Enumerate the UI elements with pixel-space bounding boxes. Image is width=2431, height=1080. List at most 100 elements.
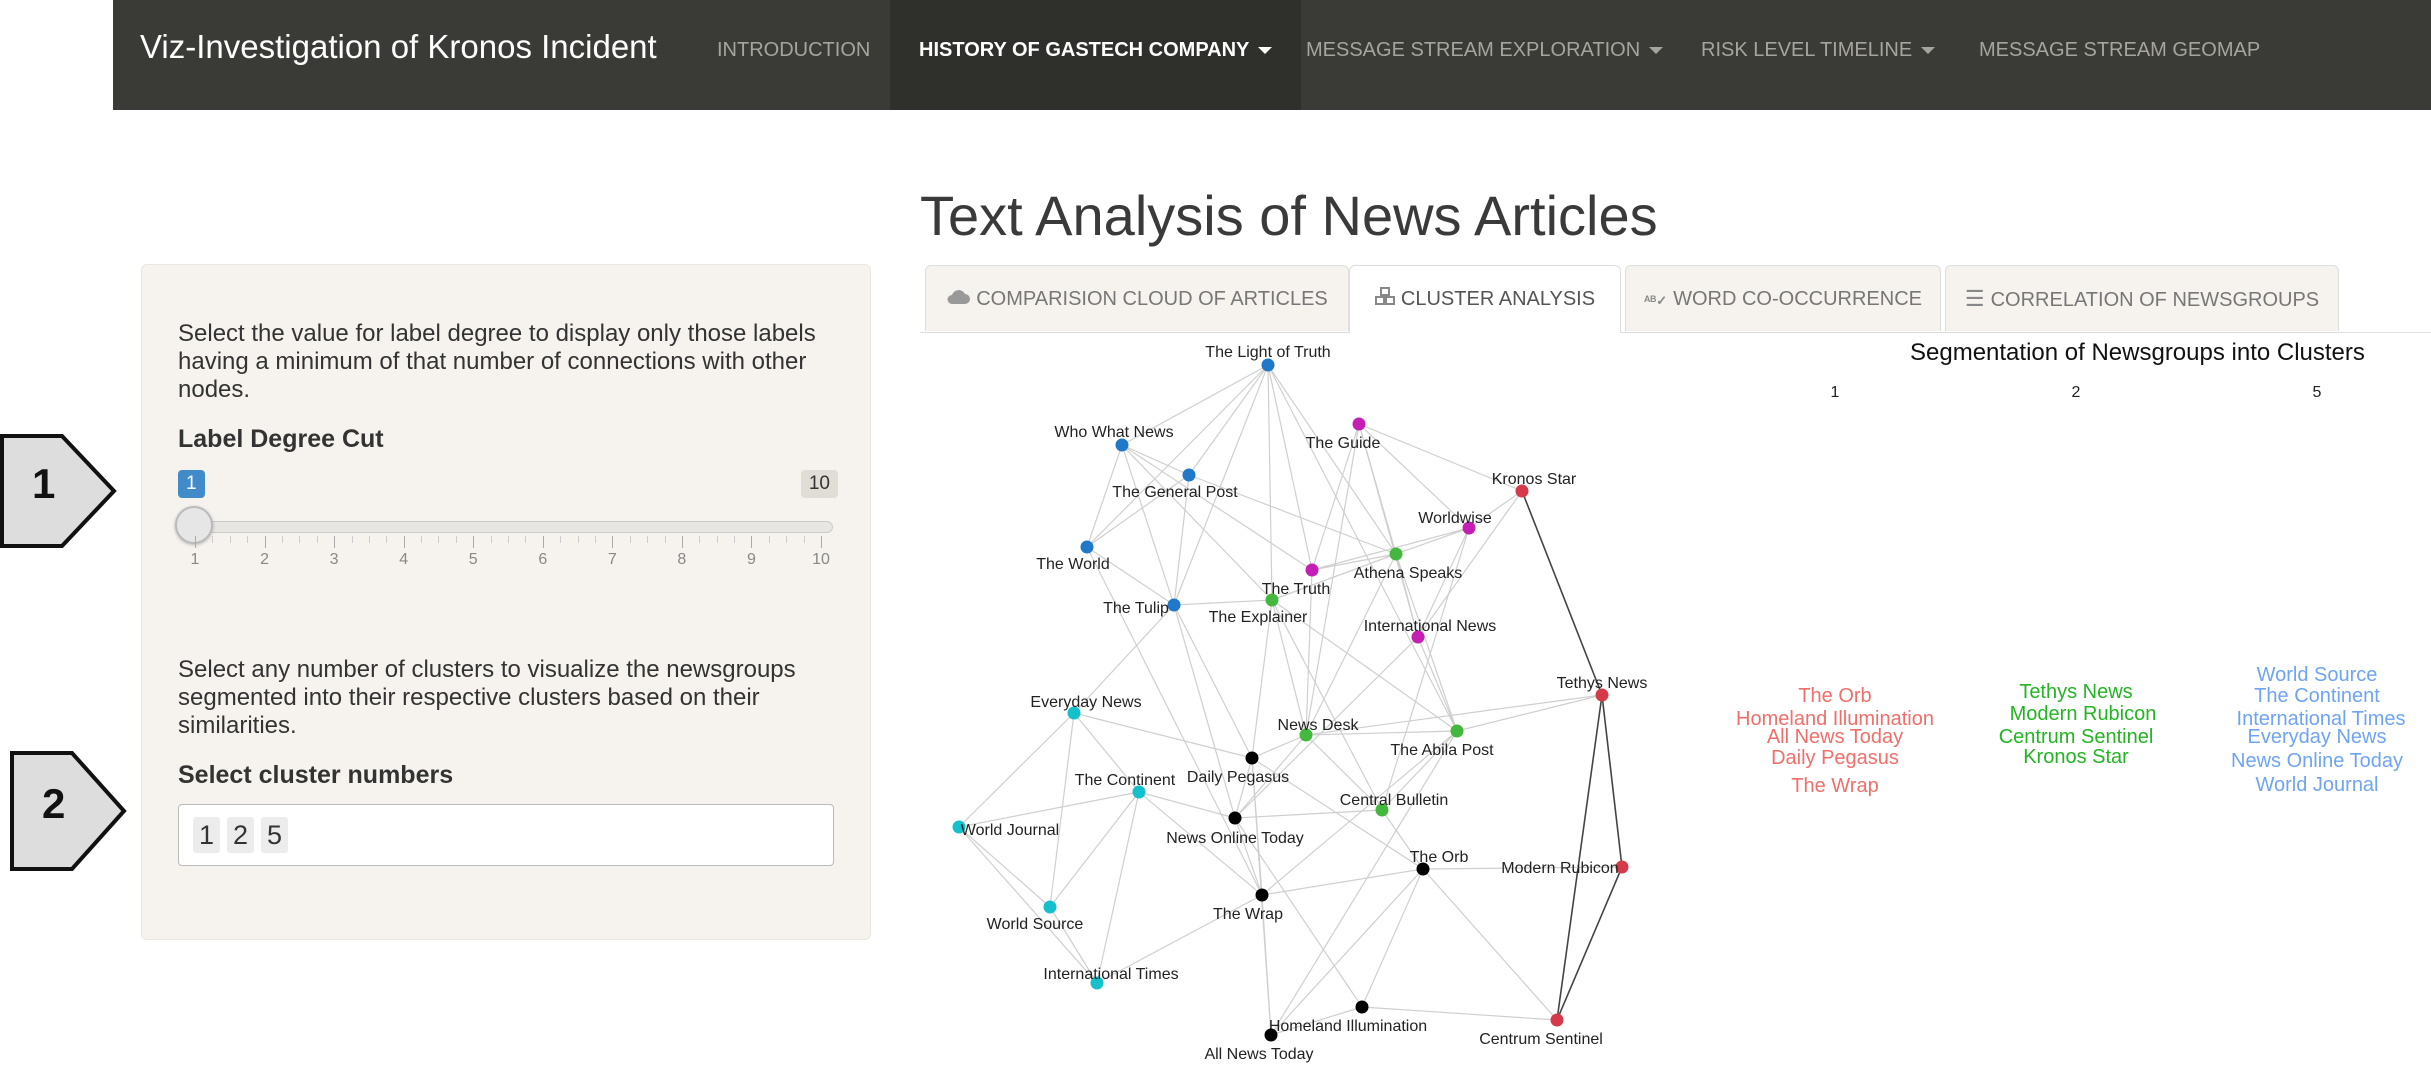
network-edge [1121, 444, 1190, 476]
network-node-dot[interactable] [1411, 630, 1425, 644]
network-node-dot[interactable] [1067, 706, 1081, 720]
network-node-dot[interactable] [1090, 976, 1104, 990]
nav-introduction[interactable]: INTRODUCTION [717, 0, 870, 110]
network-node[interactable]: Central Bulletin [1340, 792, 1449, 817]
network-node[interactable]: All News Today [1204, 1028, 1314, 1064]
network-node[interactable]: Tethys News [1557, 675, 1648, 702]
network-node[interactable]: Daily Pegasus [1187, 751, 1289, 787]
nav-label: MESSAGE STREAM GEOMAP [1979, 39, 2261, 61]
network-node[interactable]: The Tulip [1103, 598, 1181, 618]
network-node-label: International News [1364, 618, 1497, 635]
cluster-select-input[interactable]: 1 2 5 [178, 804, 834, 866]
network-node-dot[interactable] [1375, 803, 1389, 817]
network-node[interactable]: International News [1364, 618, 1497, 644]
slider-handle[interactable] [175, 506, 213, 544]
network-node[interactable]: The Orb [1410, 849, 1469, 876]
network-node[interactable]: Kronos Star [1492, 471, 1577, 498]
network-edge [1305, 730, 1458, 736]
network-node-dot[interactable] [1255, 888, 1269, 902]
slider-min-badge: 1 [178, 470, 205, 498]
network-node-label: Modern Rubicon [1501, 860, 1618, 877]
network-node-dot[interactable] [1355, 1000, 1369, 1014]
network-node[interactable]: Athena Speaks [1354, 547, 1463, 583]
network-node-dot[interactable] [952, 820, 966, 834]
cluster-network-graph[interactable]: The Light of Truth Who What News The Gener… [922, 335, 1692, 1070]
network-node-dot[interactable] [1265, 593, 1279, 607]
network-node[interactable]: The Light of Truth [1205, 344, 1331, 372]
slider-minor-tick [351, 536, 353, 543]
network-edge [1311, 553, 1397, 571]
network-edge [1234, 817, 1363, 1008]
network-edge [1417, 490, 1523, 638]
network-node-dot[interactable] [1299, 728, 1313, 742]
slider-minor-tick [281, 536, 283, 543]
network-node[interactable]: The General Post [1112, 468, 1238, 502]
network-node-dot[interactable] [1228, 811, 1242, 825]
network-node-label: News Desk [1278, 717, 1360, 734]
network-node-dot[interactable] [1450, 724, 1464, 738]
network-node-dot[interactable] [1245, 751, 1259, 765]
label-degree-slider[interactable]: 1 10 1 2 3 4 5 6 7 8 9 10 [175, 470, 838, 590]
network-edge [958, 712, 1075, 828]
tab-correlation-of-newsgroups[interactable]: ☰ CORRELATION OF NEWSGROUPS [1945, 265, 2339, 331]
network-node[interactable]: The Continent [1075, 772, 1176, 799]
network-node[interactable]: Homeland Illumination [1269, 1000, 1427, 1036]
network-node[interactable]: World Source [987, 900, 1084, 934]
slider-tick [473, 536, 475, 548]
network-node-dot[interactable] [1416, 862, 1430, 876]
network-node[interactable]: International Times [1043, 966, 1179, 990]
nav-history-of-gastech[interactable]: HISTORY OF GASTECH COMPANY [890, 0, 1302, 110]
nav-label: HISTORY OF GASTECH COMPANY [919, 39, 1250, 61]
network-edge [1261, 868, 1424, 896]
cluster-chip-2[interactable]: 2 [227, 817, 255, 853]
network-node[interactable]: The Truth [1262, 563, 1330, 599]
network-node[interactable]: World Journal [952, 820, 1060, 840]
cluster-chip-1[interactable]: 1 [193, 817, 221, 853]
cluster-chip-5[interactable]: 5 [261, 817, 289, 853]
network-node[interactable]: News Online Today [1166, 811, 1304, 848]
network-node-dot[interactable] [1182, 468, 1196, 482]
network-node-dot[interactable] [1080, 540, 1094, 554]
network-node-dot[interactable] [1462, 521, 1476, 535]
network-edge [1395, 553, 1419, 638]
network-node-dot[interactable] [1615, 860, 1629, 874]
network-edge [1305, 694, 1603, 736]
network-node-dot[interactable] [1550, 1013, 1564, 1027]
network-node-label: Centrum Sentinel [1479, 1031, 1603, 1048]
network-node-dot[interactable] [1043, 900, 1057, 914]
network-node-label: The General Post [1112, 484, 1238, 501]
network-node-dot[interactable] [1389, 547, 1403, 561]
network-node-dot[interactable] [1305, 563, 1319, 577]
app-brand[interactable]: Viz-Investigation of Kronos Incident [140, 28, 657, 65]
network-node-dot[interactable] [1167, 598, 1181, 612]
network-node[interactable]: The Guide [1306, 417, 1381, 453]
slider-minor-tick [803, 536, 805, 543]
network-node-label: Everyday News [1030, 694, 1141, 711]
network-node-dot[interactable] [1352, 417, 1366, 431]
network-node[interactable]: The World [1036, 540, 1110, 574]
network-node[interactable]: Worldwise [1418, 510, 1492, 535]
network-node-dot[interactable] [1515, 484, 1529, 498]
network-node-dot[interactable] [1132, 785, 1146, 799]
network-node-dot[interactable] [1595, 688, 1609, 702]
network-node-dot[interactable] [1261, 358, 1275, 372]
nav-message-stream-exploration[interactable]: MESSAGE STREAM EXPLORATION [1306, 0, 1664, 110]
network-node[interactable]: Everyday News [1030, 694, 1142, 720]
network-node[interactable]: News Desk [1278, 717, 1360, 742]
nav-risk-level-timeline[interactable]: RISK LEVEL TIMELINE [1701, 0, 1936, 110]
network-node[interactable]: Centrum Sentinel [1479, 1013, 1603, 1049]
network-node[interactable]: The Explainer [1209, 593, 1308, 627]
segmentation-item: World Journal [2255, 774, 2379, 796]
network-node[interactable]: The Abila Post [1390, 724, 1494, 760]
network-node[interactable]: Modern Rubicon [1501, 860, 1629, 877]
tab-comparison-cloud[interactable]: COMPARISION CLOUD OF ARTICLES [925, 265, 1349, 331]
tab-word-co-occurrence[interactable]: ᴬᴮ✓ WORD CO-OCCURRENCE [1625, 265, 1941, 331]
network-node[interactable]: The Wrap [1213, 888, 1283, 924]
network-node[interactable]: Who What News [1054, 424, 1174, 452]
slider-track[interactable] [183, 521, 833, 533]
network-node-dot[interactable] [1264, 1028, 1278, 1042]
network-node-dot[interactable] [1115, 438, 1129, 452]
tab-cluster-analysis[interactable]: CLUSTER ANALYSIS [1349, 265, 1621, 333]
slider-minor-tick [525, 536, 527, 543]
nav-message-stream-geomap[interactable]: MESSAGE STREAM GEOMAP [1979, 0, 2260, 110]
